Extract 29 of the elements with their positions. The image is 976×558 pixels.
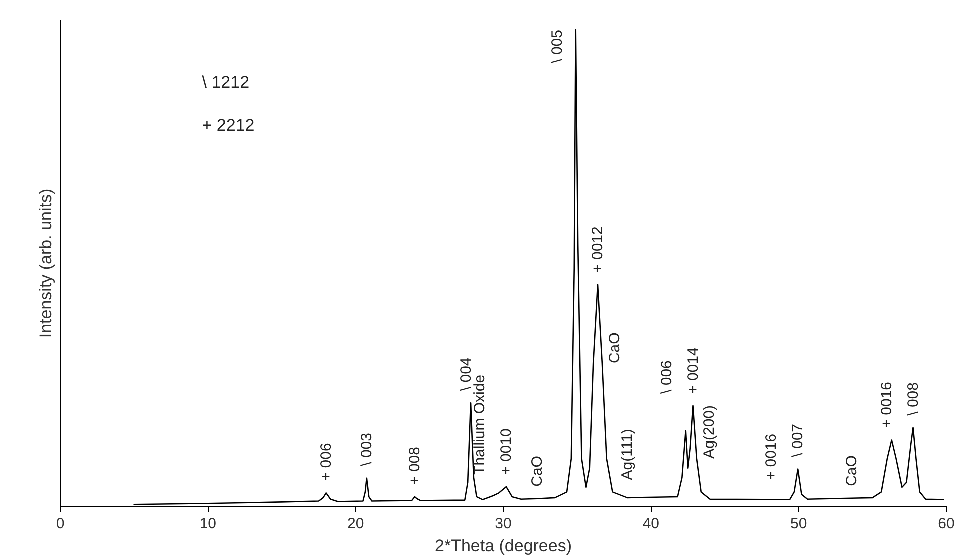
y-axis-title: Intensity (arb. units) <box>36 188 56 338</box>
annotation: \ 1212 <box>202 72 250 92</box>
x-axis-title: 2*Theta (degrees) <box>434 536 572 556</box>
annotation: Ag(111) <box>619 429 636 480</box>
annotation: + 008 <box>406 447 424 485</box>
annotation: + 2212 <box>202 116 255 135</box>
x-tick-label: 30 <box>495 516 512 532</box>
annotation: \ 005 <box>548 30 566 64</box>
x-tick-label: 40 <box>642 516 660 532</box>
annotation: + 006 <box>318 443 335 482</box>
annotation: + 0016 <box>878 382 896 428</box>
annotation: + 0014 <box>684 348 702 394</box>
x-tick-label: 50 <box>790 516 808 532</box>
annotation: \ 007 <box>790 424 807 458</box>
annotation: + 0012 <box>590 226 607 273</box>
annotation: \ 003 <box>358 433 376 466</box>
annotation: + 0016 <box>763 434 780 480</box>
annotation: CaO <box>843 456 860 486</box>
x-tick-label: 60 <box>938 516 955 532</box>
annotation: \ 008 <box>904 382 922 416</box>
x-tick-label: 20 <box>347 516 364 532</box>
annotation: Thallium Oxide <box>472 374 489 475</box>
x-tick-label: 0 <box>56 516 65 532</box>
annotation: CaO <box>528 456 546 487</box>
annotation: CaO <box>606 332 624 364</box>
annotation: \ 006 <box>658 360 676 394</box>
x-tick-label: 10 <box>200 516 217 532</box>
annotation: Ag(200) <box>700 405 718 459</box>
annotation: + 0010 <box>498 428 515 475</box>
